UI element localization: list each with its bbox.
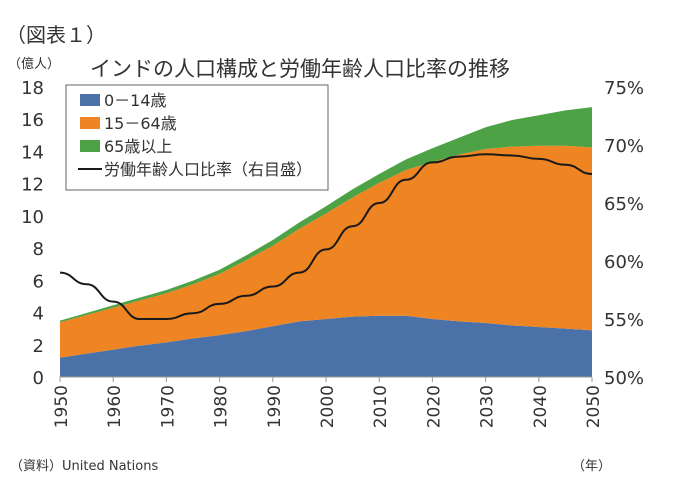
y-tick-label: 16 bbox=[21, 110, 44, 131]
x-tick-label: 1960 bbox=[105, 385, 125, 428]
x-tick-label: 2040 bbox=[531, 385, 551, 428]
y-tick-label: 18 bbox=[21, 78, 44, 99]
y2-tick-label: 55% bbox=[604, 310, 644, 331]
y2-tick-label: 75% bbox=[604, 78, 644, 99]
y-tick-label: 2 bbox=[33, 336, 44, 357]
y-tick-label: 0 bbox=[33, 368, 44, 389]
legend-label-4: 労働年齢人口比率（右目盛） bbox=[104, 160, 312, 179]
y-tick-label: 14 bbox=[21, 142, 44, 163]
legend-label-1: 0－14歳 bbox=[104, 91, 167, 110]
x-tick-label: 2000 bbox=[318, 385, 338, 428]
left-axis-unit: （億人） bbox=[8, 56, 60, 72]
legend-swatch-2 bbox=[80, 117, 100, 129]
legend-label-2: 15－64歳 bbox=[104, 114, 177, 133]
source-note: （資料）United Nations bbox=[10, 459, 158, 474]
x-tick-label: 1970 bbox=[158, 385, 178, 428]
legend-box bbox=[65, 84, 329, 191]
x-tick-label: 2020 bbox=[424, 385, 444, 428]
x-tick-label: 2030 bbox=[478, 385, 498, 428]
y-tick-label: 4 bbox=[33, 304, 44, 325]
legend-swatch-1 bbox=[80, 94, 100, 106]
plot-line bbox=[59, 153, 593, 320]
area-series-2 bbox=[60, 145, 592, 358]
legend-swatch-3 bbox=[80, 140, 100, 152]
y-tick-label: 8 bbox=[33, 239, 44, 260]
y-tick-label: 10 bbox=[21, 207, 44, 228]
x-tick-label: 1980 bbox=[212, 385, 232, 428]
y2-tick-label: 60% bbox=[604, 252, 644, 273]
area-series-3 bbox=[60, 107, 592, 323]
y2-tick-label: 65% bbox=[604, 194, 644, 215]
bottom-axis-unit: （年） bbox=[572, 459, 611, 474]
y-tick-label: 6 bbox=[33, 271, 44, 292]
labor-ratio-line bbox=[59, 153, 593, 320]
y2-tick-label: 50% bbox=[604, 368, 644, 389]
x-tick-label: 2050 bbox=[584, 385, 604, 428]
figure-label: （図表１） bbox=[6, 23, 106, 47]
y-tick-label: 12 bbox=[21, 175, 44, 196]
x-tick-label: 1950 bbox=[52, 385, 72, 428]
plot-areas bbox=[60, 107, 592, 377]
axes: 0 2 4 6 8 10 12 14 16 18 50% 55% 60% 65% 70% 75% 1950 196… bbox=[21, 78, 644, 428]
chart-title: インドの人口構成と労働年齢人口比率の推移 bbox=[90, 57, 510, 81]
x-tick-label: 2010 bbox=[371, 385, 391, 428]
x-tick-label: 1990 bbox=[265, 385, 285, 428]
legend-label-3: 65歳以上 bbox=[104, 137, 172, 156]
area-series-1 bbox=[60, 315, 592, 377]
y2-tick-label: 70% bbox=[604, 136, 644, 157]
